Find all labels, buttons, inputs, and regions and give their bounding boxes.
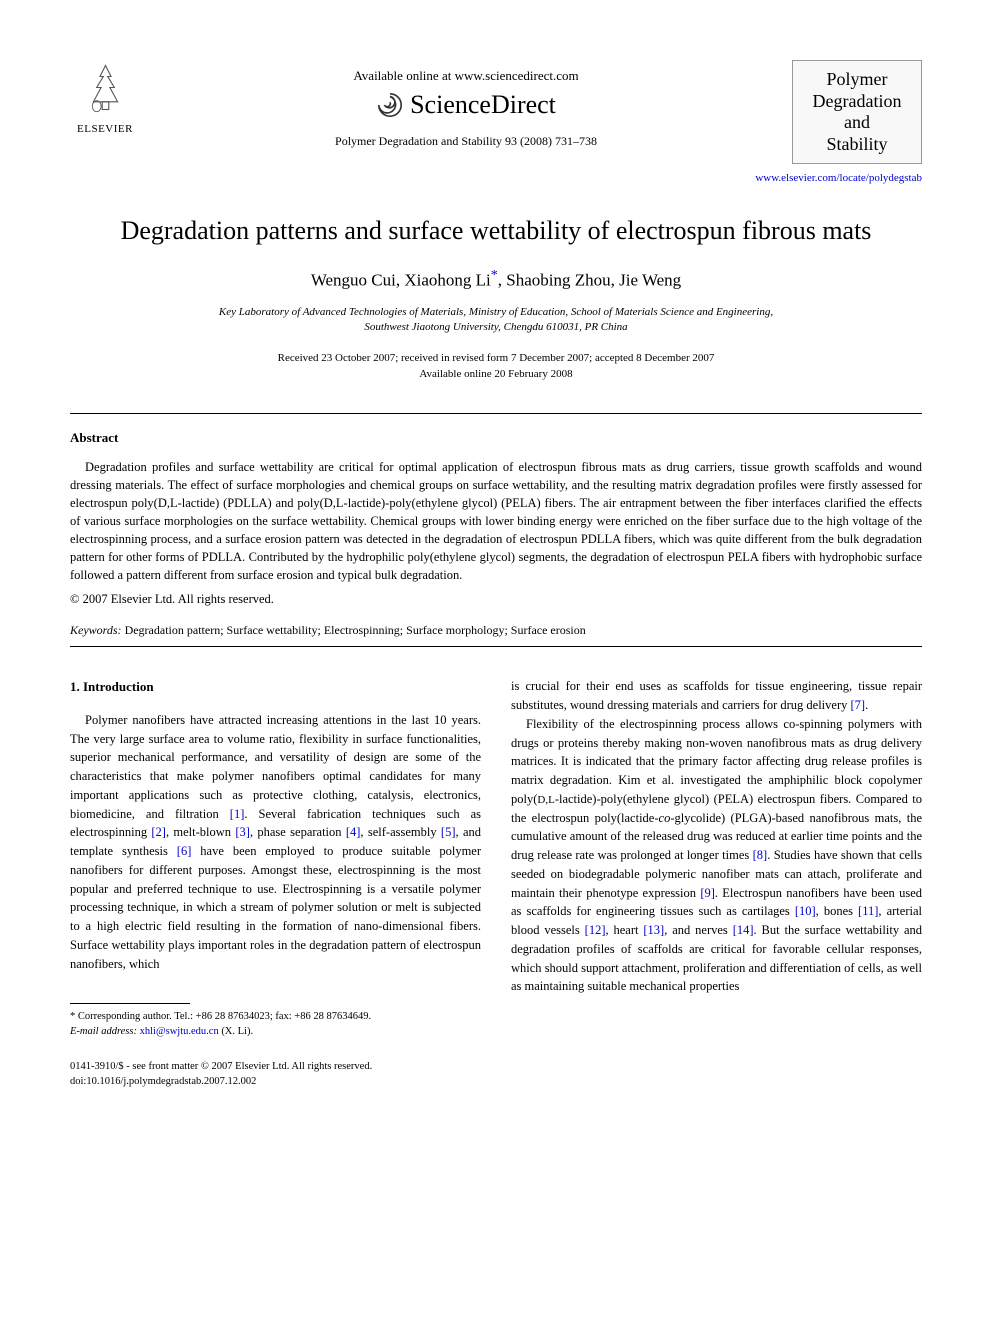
authors-post: , Shaobing Zhou, Jie Weng — [498, 271, 681, 290]
ref-link-5[interactable]: [5] — [441, 825, 456, 839]
article-title: Degradation patterns and surface wettabi… — [70, 214, 922, 248]
ref-link-6[interactable]: [6] — [177, 844, 192, 858]
ref-link-1[interactable]: [1] — [230, 807, 245, 821]
journal-reference: Polymer Degradation and Stability 93 (20… — [140, 134, 792, 149]
intro-heading: 1. Introduction — [70, 677, 481, 697]
ref-link-12[interactable]: [12] — [585, 923, 606, 937]
ref-link-3[interactable]: [3] — [235, 825, 250, 839]
email-line: E-mail address: xhli@swjtu.edu.cn (X. Li… — [70, 1025, 481, 1040]
divider — [70, 646, 922, 647]
ref-link-2[interactable]: [2] — [151, 825, 166, 839]
center-header: Available online at www.sciencedirect.co… — [140, 60, 792, 149]
journal-url-link[interactable]: www.elsevier.com/locate/polydegstab — [70, 172, 922, 184]
two-column-body: 1. Introduction Polymer nanofibers have … — [70, 677, 922, 1039]
corr-author-text: * Corresponding author. Tel.: +86 28 876… — [70, 1010, 481, 1025]
journal-title-box: Polymer Degradation and Stability — [792, 60, 922, 164]
right-column: is crucial for their end uses as scaffol… — [511, 677, 922, 1039]
article-dates: Received 23 October 2007; received in re… — [70, 350, 922, 383]
elsevier-text: ELSEVIER — [70, 123, 140, 135]
ref-link-4[interactable]: [4] — [346, 825, 361, 839]
ref-link-11[interactable]: [11] — [858, 904, 878, 918]
divider — [70, 413, 922, 414]
abstract-heading: Abstract — [70, 430, 922, 446]
corresponding-marker: * — [491, 268, 498, 283]
intro-paragraph-1-cont: is crucial for their end uses as scaffol… — [511, 677, 922, 715]
header-row: ELSEVIER Available online at www.science… — [70, 60, 922, 164]
email-suffix: (X. Li). — [219, 1026, 253, 1037]
affiliation: Key Laboratory of Advanced Technologies … — [70, 305, 922, 336]
elsevier-logo-block: ELSEVIER — [70, 60, 140, 135]
sciencedirect-logo: ScienceDirect — [376, 90, 556, 120]
ref-link-14[interactable]: [14] — [733, 923, 754, 937]
corresponding-footnote: * Corresponding author. Tel.: +86 28 876… — [70, 1010, 481, 1039]
authors-pre: Wenguo Cui, Xiaohong Li — [311, 271, 491, 290]
keywords-label: Keywords: — [70, 623, 122, 637]
sciencedirect-swirl-icon — [376, 91, 404, 119]
keywords-text: Degradation pattern; Surface wettability… — [122, 623, 586, 637]
intro-paragraph-2: Flexibility of the electrospinning proce… — [511, 715, 922, 996]
left-column: 1. Introduction Polymer nanofibers have … — [70, 677, 481, 1039]
footnote-separator — [70, 1003, 190, 1004]
ref-link-8[interactable]: [8] — [753, 848, 768, 862]
ref-link-7[interactable]: [7] — [851, 698, 866, 712]
ref-link-9[interactable]: [9] — [700, 886, 715, 900]
page-container: ELSEVIER Available online at www.science… — [0, 0, 992, 1129]
email-label: E-mail address: — [70, 1026, 137, 1037]
available-online-text: Available online at www.sciencedirect.co… — [140, 68, 792, 84]
sciencedirect-text: ScienceDirect — [410, 90, 556, 120]
intro-paragraph-1: Polymer nanofibers have attracted increa… — [70, 711, 481, 974]
journal-title: Polymer Degradation and Stability — [797, 69, 917, 155]
keywords-line: Keywords: Degradation pattern; Surface w… — [70, 623, 922, 638]
email-link[interactable]: xhli@swjtu.edu.cn — [140, 1026, 219, 1037]
doi-line: doi:10.1016/j.polymdegradstab.2007.12.00… — [70, 1075, 922, 1090]
abstract-copyright: © 2007 Elsevier Ltd. All rights reserved… — [70, 592, 922, 607]
abstract-text: Degradation profiles and surface wettabi… — [70, 458, 922, 585]
elsevier-tree-icon — [78, 60, 133, 115]
bottom-publication-info: 0141-3910/$ - see front matter © 2007 El… — [70, 1060, 922, 1089]
ref-link-13[interactable]: [13] — [643, 923, 664, 937]
ref-link-10[interactable]: [10] — [795, 904, 816, 918]
authors-line: Wenguo Cui, Xiaohong Li*, Shaobing Zhou,… — [70, 268, 922, 291]
issn-line: 0141-3910/$ - see front matter © 2007 El… — [70, 1060, 922, 1075]
